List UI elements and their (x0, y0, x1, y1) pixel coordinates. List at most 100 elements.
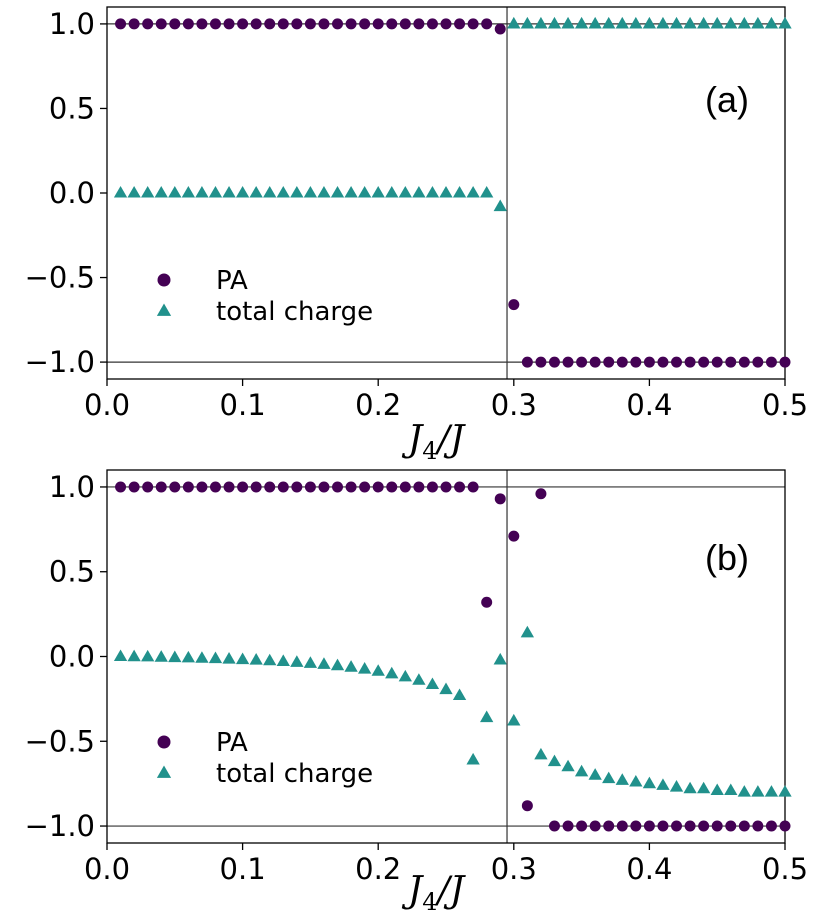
pa-point (142, 481, 154, 493)
pa-point (684, 820, 696, 832)
total-charge-point (778, 16, 792, 29)
x-tick-label: 0.1 (220, 388, 266, 422)
axes-frame (106, 469, 786, 844)
panel-label: (a) (705, 79, 749, 120)
pa-point (752, 356, 764, 368)
total-charge-point (696, 781, 711, 794)
pa-point (671, 820, 683, 832)
total-charge-point (574, 16, 589, 29)
total-charge-point (642, 16, 657, 29)
total-charge-point (710, 16, 724, 29)
total-charge-point (357, 186, 372, 198)
y-tick-label: 1.0 (49, 7, 95, 41)
total-charge-point (303, 186, 318, 198)
total-charge-point (710, 783, 724, 795)
total-charge-point (385, 186, 399, 198)
pa-point (481, 18, 493, 30)
total-charge-point (493, 199, 507, 212)
pa-point (209, 481, 221, 493)
pa-point (182, 481, 194, 493)
total-charge-point (276, 654, 290, 666)
pa-point (196, 18, 208, 30)
total-charge-point (330, 186, 345, 198)
pa-point (318, 18, 330, 30)
pa-point (589, 820, 601, 832)
total-charge-point (480, 710, 494, 723)
pa-point (576, 820, 588, 832)
x-tick-label: 0.5 (762, 852, 808, 886)
total-charge-point (656, 778, 670, 790)
total-charge-point (317, 186, 331, 198)
pa-point (426, 481, 438, 493)
pa-point (318, 481, 330, 493)
total-charge-point (154, 186, 168, 198)
total-charge-point (466, 186, 480, 198)
pa-point (508, 530, 520, 542)
pa-point (711, 820, 723, 832)
x-tick-label: 0.0 (84, 388, 130, 422)
x-label-sub: 4 (422, 437, 437, 465)
total-charge-point (344, 186, 358, 198)
series-total-charge (113, 16, 792, 212)
series-pa (115, 18, 791, 368)
pa-point (521, 356, 533, 368)
pa-point (332, 481, 344, 493)
total-charge-point (208, 186, 223, 198)
pa-point (291, 481, 303, 493)
total-charge-point (507, 713, 521, 726)
total-charge-point (113, 186, 128, 198)
pa-point (209, 18, 221, 30)
total-charge-point (534, 747, 548, 760)
total-charge-point (737, 785, 751, 797)
panel-label: (b) (705, 537, 749, 578)
pa-point (399, 18, 411, 30)
total-charge-point (751, 785, 765, 797)
total-charge-point (764, 16, 779, 29)
total-charge-point (168, 186, 182, 198)
x-label-sub: 4 (422, 888, 437, 916)
pa-point (155, 18, 167, 30)
pa-point (738, 356, 750, 368)
pa-point (291, 18, 303, 30)
total-charge-point (330, 658, 345, 671)
pa-point (264, 18, 276, 30)
x-tick-label: 0.0 (84, 852, 130, 886)
total-charge-point (195, 651, 209, 663)
x-tick-label: 0.4 (626, 852, 672, 886)
total-charge-point (263, 653, 277, 666)
pa-point (223, 481, 235, 493)
pa-point (250, 481, 262, 493)
pa-point (535, 356, 547, 368)
total-charge-point (235, 186, 250, 198)
pa-point (643, 356, 655, 368)
x-tick-label: 0.2 (355, 388, 401, 422)
pa-point (521, 800, 533, 812)
pa-point (684, 356, 696, 368)
pa-point (237, 18, 249, 30)
legend-pa-marker (157, 273, 171, 287)
total-charge-point (493, 652, 507, 665)
pa-point (413, 481, 425, 493)
y-tick-label: −0.5 (25, 724, 95, 758)
pa-point (630, 820, 642, 832)
pa-point (548, 820, 560, 832)
total-charge-point (276, 186, 290, 198)
total-charge-point (195, 186, 209, 198)
total-charge-point (561, 759, 575, 772)
pa-point (562, 356, 574, 368)
x-axis-label: J4/J (401, 870, 467, 916)
total-charge-point (371, 664, 385, 676)
pa-point (440, 18, 452, 30)
total-charge-point (222, 186, 236, 198)
total-charge-point (371, 186, 385, 198)
total-charge-point (656, 16, 670, 29)
pa-point (454, 18, 466, 30)
pa-point (304, 481, 316, 493)
pa-point (386, 481, 398, 493)
total-charge-point (683, 16, 697, 29)
pa-point (589, 356, 601, 368)
pa-point (115, 481, 127, 493)
pa-point (155, 481, 167, 493)
